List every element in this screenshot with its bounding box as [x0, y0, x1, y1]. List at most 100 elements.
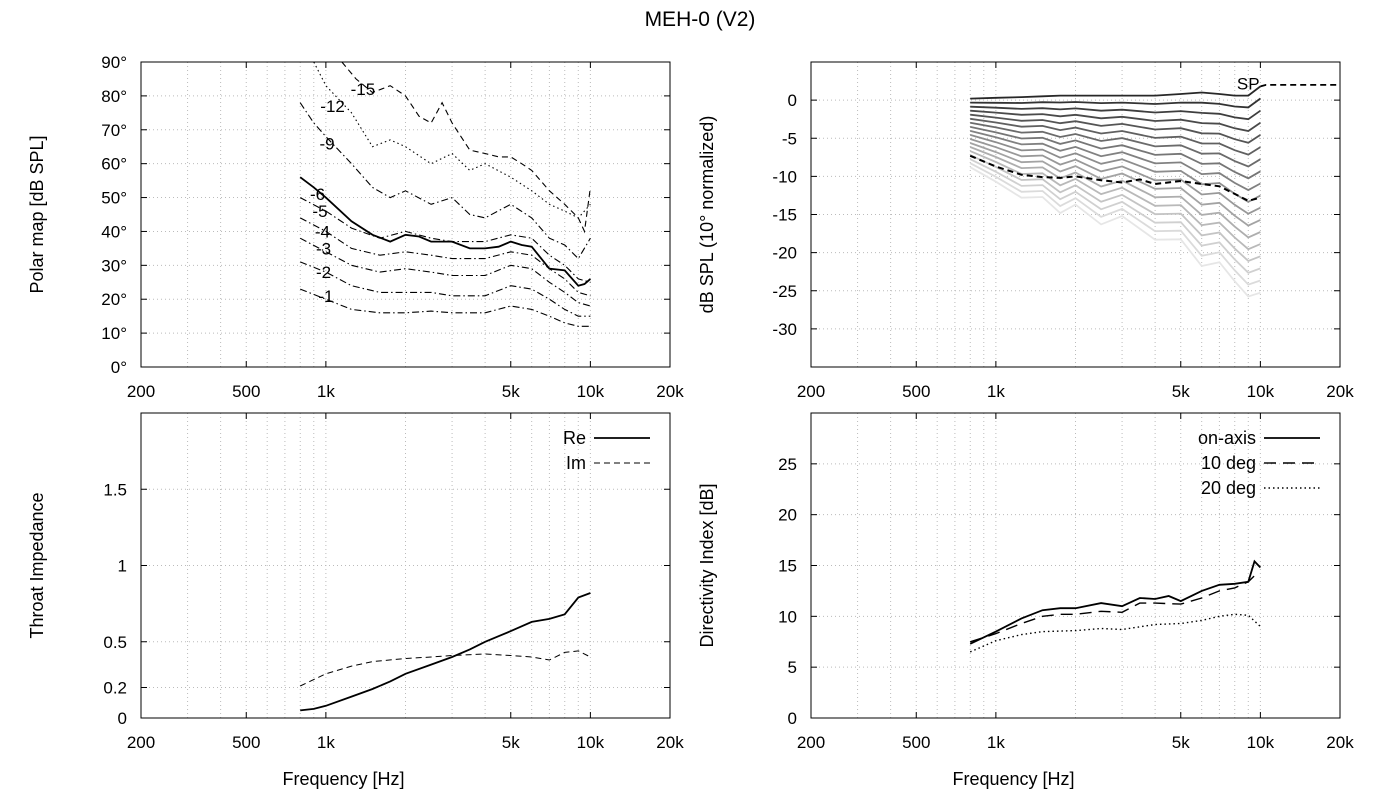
spl-fan-curve [969, 162, 1261, 286]
polar-ytick-label: 80° [101, 87, 127, 106]
spl-chart: 200 500 1k 5k 10k 20k 0 -5 -10 -15 -20 -25 -30 dB SPL… [697, 61, 1354, 401]
impedance-ytick-label: 1 [118, 557, 127, 576]
di-xtick-label: 20k [1326, 733, 1354, 752]
polar-series-label: -3 [316, 239, 331, 258]
spl-series [969, 84, 1340, 202]
di-legend: on-axis 10 deg 20 deg [1198, 428, 1320, 498]
polar-ytick-label: 20° [101, 290, 127, 309]
polar-ytick-label: 0° [111, 358, 127, 377]
polar-series [299, 62, 591, 327]
polar-series-line [299, 261, 591, 317]
spl-fan-curve [970, 97, 1261, 109]
impedance-series [299, 592, 591, 712]
spl-series-label: SP [1237, 74, 1260, 93]
impedance-ytick-label: 1.5 [103, 480, 127, 499]
figure-title: MEH-0 (V2) [644, 8, 756, 31]
di-series-line [969, 613, 1261, 653]
impedance-series-line [299, 650, 591, 687]
spl-fan-curve [970, 121, 1261, 168]
di-xtick-label: 1k [987, 733, 1005, 752]
di-grid [811, 413, 1340, 718]
spl-fan-curve [970, 126, 1261, 180]
di-series [969, 559, 1262, 653]
spl-ytick-label: -25 [772, 282, 797, 301]
spl-fan-curve [970, 117, 1261, 156]
polar-series-label: -6 [310, 185, 325, 204]
polar-ytick-label: 90° [101, 53, 127, 72]
polar-ytick-label: 70° [101, 121, 127, 140]
polar-series-line [299, 197, 591, 283]
impedance-xtick-label: 1k [317, 733, 335, 752]
polar-series-line [299, 176, 591, 287]
impedance-legend-label: Im [566, 453, 586, 473]
impedance-xlabel: Frequency [Hz] [282, 769, 404, 789]
spl-ytick-label: -30 [772, 320, 797, 339]
polar-xtick-label: 500 [232, 382, 260, 401]
polar-xtick-label: 20k [656, 382, 684, 401]
spl-fan-curve [969, 158, 1261, 274]
spl-xtick-label: 20k [1326, 382, 1354, 401]
di-ytick-label: 5 [788, 658, 797, 677]
spl-fan-curve [969, 150, 1261, 251]
polar-series-line [299, 288, 591, 327]
di-ytick-label: 25 [778, 455, 797, 474]
spl-series-line [969, 154, 1261, 202]
polar-ytick-label: 30° [101, 256, 127, 275]
impedance-ytick-label: 0.2 [103, 679, 127, 698]
polar-series-label: -15 [351, 80, 376, 99]
di-ytick-label: 15 [778, 557, 797, 576]
impedance-xtick-label: 10k [577, 733, 605, 752]
impedance-ytick-label: 0.5 [103, 633, 127, 652]
polar-series-line [299, 237, 591, 307]
spl-fan-curve [969, 138, 1261, 215]
spl-xtick-label: 10k [1247, 382, 1275, 401]
polar-ytick-label: 10° [101, 324, 127, 343]
di-chart: 200 500 1k 5k 10k 20k 0 5 10 15 20 25 Directivity In… [697, 412, 1354, 789]
di-series-line [969, 575, 1255, 643]
polar-ytick-label: 60° [101, 155, 127, 174]
di-xtick-label: 200 [797, 733, 825, 752]
di-legend-label: 10 deg [1201, 453, 1256, 473]
spl-xtick-label: 200 [797, 382, 825, 401]
spl-fan-curve [969, 166, 1261, 298]
impedance-grid [141, 413, 670, 718]
polar-series-label: -5 [312, 202, 327, 221]
polar-series-label: -4 [315, 222, 330, 241]
polar-ylabel: Polar map [dB SPL] [27, 135, 47, 293]
polar-xtick-label: 5k [502, 382, 520, 401]
impedance-ylabel: Throat Impedance [27, 492, 47, 638]
spl-xtick-label: 5k [1172, 382, 1190, 401]
spl-ytick-label: 0 [788, 91, 797, 110]
spl-fan-curve [969, 134, 1261, 203]
polar-series-line [341, 62, 591, 234]
di-xlabel: Frequency [Hz] [952, 769, 1074, 789]
impedance-xtick-label: 20k [656, 733, 684, 752]
spl-series-line [1260, 84, 1340, 88]
di-series-line [969, 559, 1262, 645]
spl-fan-curve [969, 130, 1261, 192]
impedance-chart: 200 500 1k 5k 10k 20k 0 0.2 0.5 1 1.5 Throat Impeda… [27, 412, 684, 789]
spl-fan-curve [969, 146, 1261, 239]
di-ytick-label: 0 [788, 709, 797, 728]
spl-fan [969, 85, 1261, 298]
spl-fan-curve [970, 109, 1261, 132]
impedance-xtick-label: 500 [232, 733, 260, 752]
spl-ylabel: dB SPL (10° normalized) [697, 116, 717, 314]
polar-series-label: -9 [319, 134, 334, 153]
impedance-xtick-label: 5k [502, 733, 520, 752]
spl-ytick-label: -15 [772, 206, 797, 225]
impedance-legend-label: Re [563, 428, 586, 448]
spl-ytick-label: -5 [782, 129, 797, 148]
di-xtick-label: 5k [1172, 733, 1190, 752]
spl-ytick-label: -20 [772, 244, 797, 263]
polar-series-line [299, 102, 591, 260]
di-ytick-label: 20 [778, 506, 797, 525]
polar-xtick-label: 200 [127, 382, 155, 401]
spl-xtick-label: 500 [902, 382, 930, 401]
di-legend-label: on-axis [1198, 428, 1256, 448]
spl-fan-curve [969, 142, 1261, 227]
polar-series-line [299, 217, 591, 297]
spl-fan-curve [969, 154, 1261, 263]
